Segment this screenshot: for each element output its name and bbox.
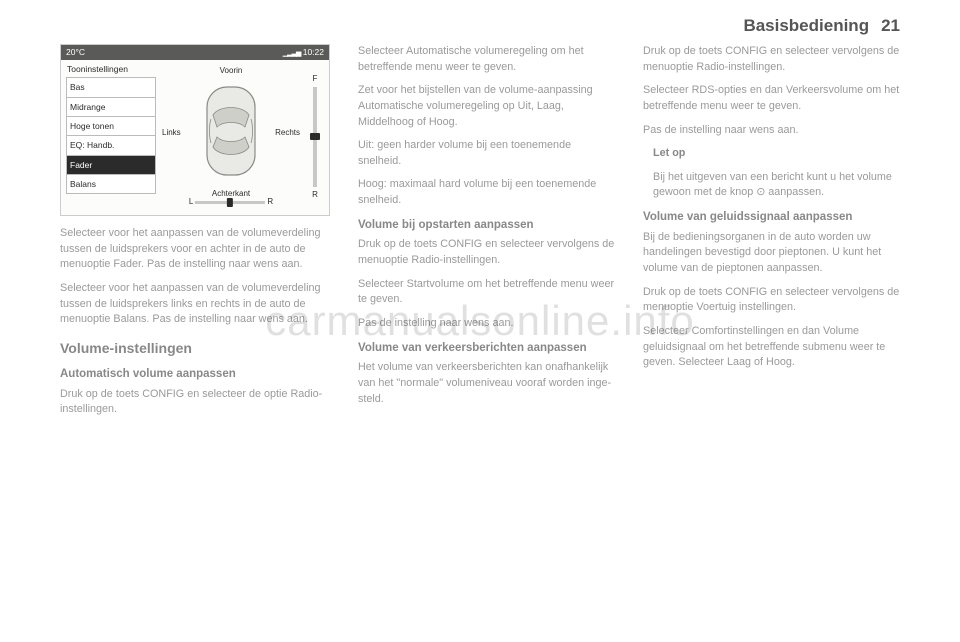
subsection-heading: Automatisch volume aanpassen: [60, 366, 330, 383]
section-heading: Volume-instellingen: [60, 338, 330, 358]
display-menu-item[interactable]: Midrange: [66, 98, 155, 117]
body-text: Uit: geen harder volume bij een toe­neme…: [358, 138, 615, 169]
display-fader-diagram: Voorin Links Rechts Achterkant L: [164, 63, 298, 210]
display-menu-item[interactable]: Bas: [66, 78, 155, 97]
body-text: Selecteer voor het aanpassen van de volu…: [60, 281, 330, 328]
fader-handle[interactable]: [310, 133, 320, 140]
display-menu-item[interactable]: EQ: Handb.: [66, 136, 155, 155]
label-left: Links: [162, 127, 181, 139]
fader-slider[interactable]: F R: [306, 63, 324, 210]
infotainment-display: 20°C ▁▂▃▅ 10:22 Tooninstellingen Bas Mid…: [60, 44, 330, 216]
column-1: 20°C ▁▂▃▅ 10:22 Tooninstellingen Bas Mid…: [60, 44, 330, 426]
display-body: Tooninstellingen Bas Midrange Hoge tonen…: [61, 60, 329, 215]
display-menu-item[interactable]: Hoge tonen: [66, 117, 155, 136]
subsection-heading: Volume van geluidssignaal aanpassen: [643, 209, 900, 226]
column-2: Selecteer Automatische volumeregeling om…: [358, 44, 615, 426]
header-page-number: 21: [881, 16, 900, 36]
balance-handle[interactable]: [227, 198, 233, 207]
display-status-bar: 20°C ▁▂▃▅ 10:22: [61, 45, 329, 60]
page-header: Basisbediening 21: [60, 16, 900, 36]
display-menu-item-selected[interactable]: Fader: [66, 156, 155, 175]
display-temperature: 20°C: [66, 46, 85, 58]
body-text: Hoog: maximaal hard volume bij een toene…: [358, 177, 615, 208]
display-menu-item[interactable]: Balans: [66, 175, 155, 194]
display-menu-title: Tooninstellingen: [67, 63, 156, 75]
display-time: 10:22: [303, 47, 324, 57]
balance-track: [195, 201, 265, 204]
body-text: Selecteer voor het aanpassen van de volu…: [60, 226, 330, 273]
body-text: Selecteer Startvolume om het betref­fend…: [358, 277, 615, 308]
body-text: Selecteer Automatische volumeregeling om…: [358, 44, 615, 75]
display-menu-list: Bas Midrange Hoge tonen EQ: Handb. Fader…: [66, 77, 156, 194]
note-text: Bij het uitgeven van een bericht kunt u …: [653, 170, 900, 201]
display-menu: Tooninstellingen Bas Midrange Hoge tonen…: [66, 63, 156, 210]
manual-page: Basisbediening 21 20°C ▁▂▃▅ 10:22 Toonin…: [0, 0, 960, 642]
note-label: Let op: [653, 147, 685, 159]
subsection-heading: Volume bij opstarten aanpassen: [358, 217, 615, 234]
balance-label-l: L: [189, 196, 193, 208]
fader-track: [313, 87, 317, 187]
body-text: Bij de bedieningsorganen in de auto word…: [643, 230, 900, 277]
body-text: Selecteer Comfortinstellingen en dan Vol…: [643, 324, 900, 371]
body-text: Druk op de toets CONFIG en selec­teer ve…: [358, 237, 615, 268]
label-right: Rechts: [275, 127, 300, 139]
note-block: Let op Bij het uitgeven van een bericht …: [643, 146, 900, 201]
body-text: Druk op de toets CONFIG en selec­teer ve…: [643, 44, 900, 75]
header-title: Basisbediening: [743, 16, 869, 36]
body-text: Het volume van verkeersberichten kan ona…: [358, 360, 615, 407]
car-outline-icon: [199, 81, 263, 181]
balance-slider[interactable]: L R: [189, 196, 273, 208]
body-text: Druk op de toets CONFIG en selec­teer ve…: [643, 285, 900, 316]
subsection-heading: Volume van verkeersberichten aanpassen: [358, 340, 615, 357]
body-text: Pas de instelling naar wens aan.: [358, 316, 615, 332]
content-columns: 20°C ▁▂▃▅ 10:22 Tooninstellingen Bas Mid…: [60, 44, 900, 426]
body-text: Druk op de toets CONFIG en selec­teer de…: [60, 387, 330, 418]
column-3: Druk op de toets CONFIG en selec­teer ve…: [643, 44, 900, 426]
label-front: Voorin: [220, 65, 243, 77]
body-text: Selecteer RDS-opties en dan Verkeersvolu…: [643, 83, 900, 114]
body-text: Pas de instelling naar wens aan.: [643, 123, 900, 139]
balance-label-r: R: [267, 196, 273, 208]
fader-label-f: F: [313, 73, 318, 85]
body-text: Zet voor het bijstellen van de volume-aa…: [358, 83, 615, 130]
signal-icon: ▁▂▃▅: [283, 49, 301, 59]
fader-label-r: R: [312, 189, 318, 201]
